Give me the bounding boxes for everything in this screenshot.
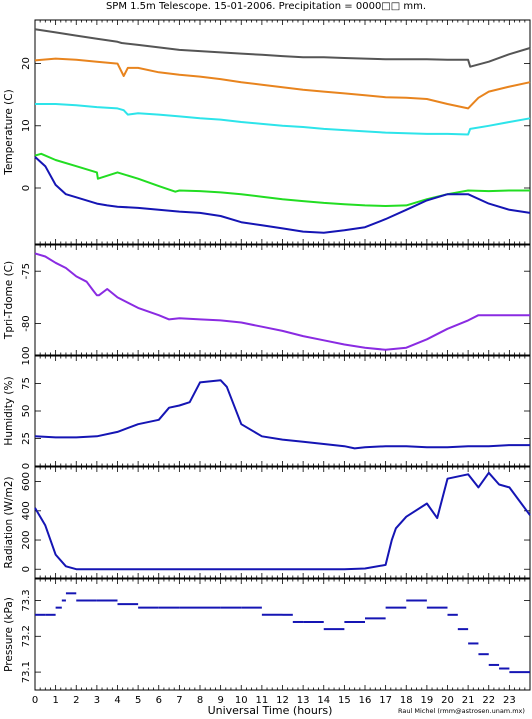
x-tick-label: 21 — [462, 695, 475, 706]
x-tick-label: 11 — [256, 695, 269, 706]
x-tick-label: 9 — [217, 695, 223, 706]
chart-title: SPM 1.5m Telescope. 15-01-2006. Precipit… — [106, 1, 426, 12]
y-tick-label: 73.1 — [21, 661, 32, 683]
x-tick-label: 12 — [276, 695, 289, 706]
y-tick-label: 10 — [21, 119, 32, 132]
series-line-0 — [34, 252, 530, 351]
x-tick-label: 3 — [94, 695, 100, 706]
y-tick-label: -75 — [21, 263, 32, 279]
x-tick-label: 17 — [379, 695, 392, 706]
y-axis-label: Humidity (%) — [3, 376, 15, 445]
series-line-2 — [35, 103, 531, 136]
x-tick-label: 19 — [421, 695, 434, 706]
x-axis-label: Universal Time (hours) — [208, 704, 333, 717]
y-tick-label: 600 — [21, 472, 32, 491]
panel-frame — [34, 355, 531, 467]
x-tick-label: 16 — [359, 695, 372, 706]
x-tick-label: 14 — [317, 695, 330, 706]
series-line-0 — [34, 471, 531, 571]
y-tick-label: 400 — [21, 501, 32, 520]
panel-frame — [34, 244, 531, 356]
y-tick-label: 0 — [21, 185, 32, 191]
series-line-1 — [34, 57, 531, 110]
y-tick-label: 73.2 — [21, 625, 32, 647]
y-tick-label: 0 — [21, 463, 32, 469]
y-tick-label: 20 — [21, 57, 32, 70]
y-tick-label: 75 — [21, 377, 32, 390]
author-credit: Raul Michel (rmm@astrosen.unam.mx) — [398, 707, 525, 715]
panel-frame — [34, 466, 531, 579]
y-tick-label: 25 — [21, 432, 32, 445]
y-axis-label: Temperature (C) — [3, 89, 15, 175]
y-axis-label: Tpri-Tdome (C) — [3, 261, 15, 340]
y-tick-label: 50 — [21, 405, 32, 418]
series-line-0 — [34, 28, 531, 68]
panel-2: 0 25 50 75 100 Humidity (%) — [3, 346, 531, 469]
y-tick-label: 200 — [21, 530, 32, 549]
series-line-0 — [34, 379, 530, 450]
x-tick-label: 0 — [32, 695, 38, 706]
y-tick-label: -80 — [21, 315, 32, 331]
panel-1: -75 -80 Tpri-Tdome (C) — [3, 244, 531, 356]
x-tick-label: 5 — [135, 695, 141, 706]
y-tick-label: 100 — [21, 346, 32, 365]
y-axis-label: Radiation (W/m2) — [3, 477, 15, 569]
x-tick-label: 18 — [400, 695, 413, 706]
x-tick-label: 13 — [297, 695, 310, 706]
x-tick-label: 6 — [156, 695, 162, 706]
panel-3: 0 200 400 600 Radiation (W/m2) — [3, 466, 531, 579]
series-line-4 — [34, 156, 531, 234]
series-line-3 — [34, 152, 530, 207]
x-tick-label: 10 — [235, 695, 248, 706]
y-tick-label: 73.3 — [21, 589, 32, 611]
x-tick-label: 1 — [52, 695, 58, 706]
x-tick-label: 8 — [197, 695, 203, 706]
y-tick-label: 0 — [21, 566, 32, 572]
x-tick-label: 22 — [482, 695, 495, 706]
panel-frame — [34, 19, 531, 245]
x-tick-label: 7 — [176, 695, 182, 706]
y-axis-label: Pressure (kPa) — [3, 597, 15, 672]
panel-frame — [34, 578, 531, 691]
x-tick-label: 23 — [503, 695, 516, 706]
x-tick-label: 20 — [441, 695, 454, 706]
x-tick-label: 2 — [73, 695, 79, 706]
x-tick-label: 4 — [114, 695, 120, 706]
panel-0: 0 10 20 Temperature (C) — [3, 19, 531, 245]
x-tick-label: 15 — [338, 695, 351, 706]
